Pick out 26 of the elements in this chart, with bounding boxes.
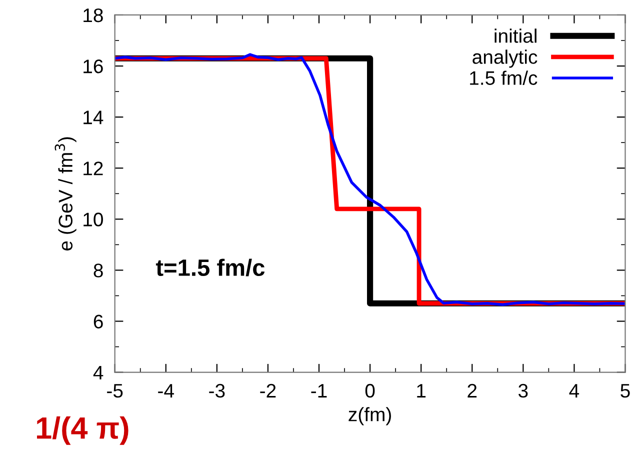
x-tick-label: 4 bbox=[569, 384, 580, 398]
legend-label: 1.5 fm/c bbox=[470, 70, 538, 85]
x-tick-label: 5 bbox=[620, 384, 630, 398]
y-axis-title: e (GeV / fm$^{3}$) bbox=[54, 137, 76, 250]
legend-label: analytic bbox=[472, 50, 538, 68]
y-tick-label: 8 bbox=[94, 264, 103, 278]
y-tick-label: 14 bbox=[84, 110, 104, 124]
x-tick-label: -1 bbox=[311, 384, 327, 398]
x-tick-label: 2 bbox=[468, 384, 477, 398]
y-tick-label: 12 bbox=[84, 162, 103, 176]
x-tick-label: -5 bbox=[107, 384, 123, 398]
legend-label: initial bbox=[494, 28, 536, 43]
annotation: t=1.5 fm/c bbox=[156, 258, 265, 276]
x-tick-label: -3 bbox=[209, 384, 225, 398]
y-tick-label: 16 bbox=[84, 59, 103, 74]
x-tick-label: 3 bbox=[518, 384, 528, 398]
y-tick-label: 10 bbox=[84, 212, 103, 226]
x-axis-title: z(fm) bbox=[348, 407, 391, 426]
text: 1/(4 π) bbox=[37, 416, 128, 445]
y-tick-label: 4 bbox=[93, 366, 104, 380]
x-tick-label: 0 bbox=[365, 384, 375, 398]
y-tick-label: 18 bbox=[84, 8, 103, 22]
x-tick-label: 1 bbox=[417, 384, 426, 398]
x-tick-label: -4 bbox=[158, 384, 174, 398]
x-tick-label: -2 bbox=[260, 384, 276, 398]
y-tick-label: 6 bbox=[94, 314, 103, 328]
